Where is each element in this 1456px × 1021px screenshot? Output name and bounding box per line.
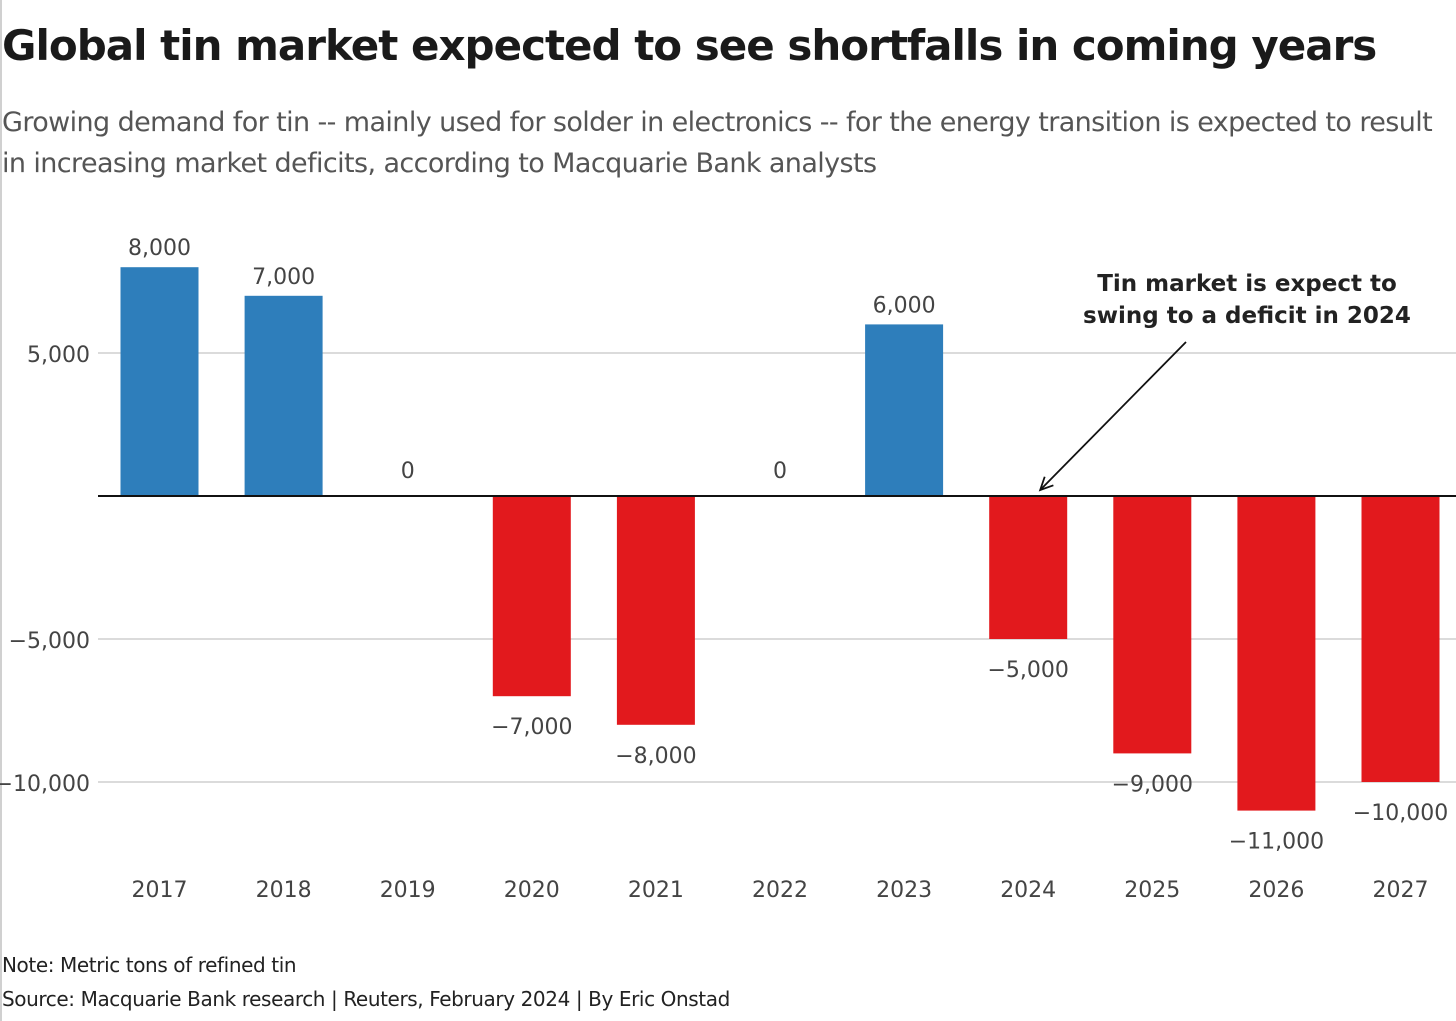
x-axis-ticks: 2017 2018 2019 2020 2021 2022 2023 2024 2025 2026… — [132, 878, 1429, 903]
data-label: 6,000 — [873, 293, 936, 318]
gridlines — [98, 352, 1456, 783]
data-labels: 8,000 7,000 0 −7,000 −8,000 0 6,000 −5,000 −9,00… — [128, 236, 1448, 854]
x-tick-label: 2026 — [1248, 878, 1304, 903]
x-tick-label: 2024 — [1000, 878, 1056, 903]
data-label: 8,000 — [128, 236, 191, 261]
bar-2025 — [1113, 496, 1192, 754]
data-label: −9,000 — [1112, 772, 1193, 797]
y-axis-ticks: 5,000 −5,000 −10,000 — [0, 343, 90, 797]
data-label: −11,000 — [1229, 830, 1324, 855]
chart-source: Source: Macquarie Bank research | Reuter… — [2, 987, 730, 1011]
annotation: Tin market is expect to swing to a defici… — [1038, 271, 1411, 492]
bar-2021 — [616, 496, 695, 725]
bar-2027 — [1361, 496, 1440, 782]
bars — [120, 267, 1440, 811]
data-label: −8,000 — [615, 744, 696, 769]
annotation-text: Tin market is expect to — [1097, 271, 1397, 297]
x-tick-label: 2027 — [1373, 878, 1429, 903]
bar-chart: 5,000 −5,000 −10,000 8,000 7,000 0 −7,000 −8,0… — [0, 236, 1456, 903]
chart-note: Note: Metric tons of refined tin — [2, 953, 297, 977]
x-tick-label: 2025 — [1124, 878, 1180, 903]
x-tick-label: 2023 — [876, 878, 932, 903]
annotation-text: swing to a deficit in 2024 — [1083, 303, 1411, 329]
x-tick-label: 2021 — [628, 878, 684, 903]
x-tick-label: 2020 — [504, 878, 560, 903]
left-border — [0, 0, 2, 1021]
data-label: −5,000 — [987, 658, 1068, 683]
x-tick-label: 2018 — [256, 878, 312, 903]
data-label: 7,000 — [252, 265, 315, 290]
bar-2018 — [244, 295, 323, 496]
y-tick-label: −10,000 — [0, 772, 90, 797]
x-tick-label: 2017 — [132, 878, 188, 903]
data-label: 0 — [773, 459, 787, 484]
data-label: −10,000 — [1353, 801, 1448, 826]
chart-title: Global tin market expected to see shortf… — [2, 21, 1377, 70]
bar-2023 — [865, 324, 944, 496]
data-label: −7,000 — [491, 715, 572, 740]
y-tick-label: −5,000 — [9, 629, 90, 654]
y-tick-label: 5,000 — [27, 343, 90, 368]
annotation-arrow-line — [1039, 341, 1187, 491]
x-tick-label: 2019 — [380, 878, 436, 903]
bar-2026 — [1237, 496, 1316, 811]
bar-2017 — [120, 267, 199, 496]
bar-2024 — [989, 496, 1068, 639]
x-tick-label: 2022 — [752, 878, 808, 903]
bar-2020 — [492, 496, 571, 697]
annotation-arrowhead — [1038, 476, 1054, 492]
chart-subtitle: Growing demand for tin -- mainly used fo… — [2, 107, 1433, 179]
data-label: 0 — [401, 459, 415, 484]
